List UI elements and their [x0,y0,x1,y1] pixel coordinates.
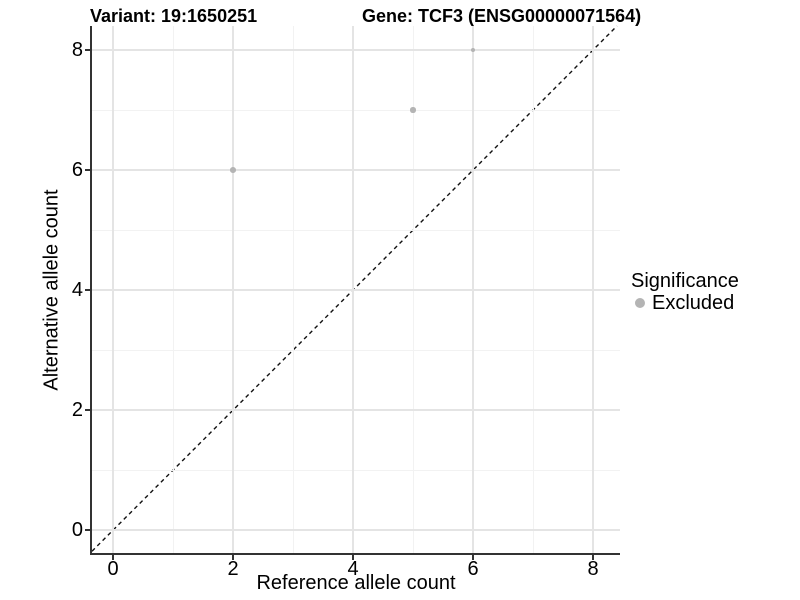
y-tick-label: 4 [71,278,83,301]
y-tick-label: 2 [71,398,83,421]
identity-dashed-line [91,25,618,552]
data-point [470,47,476,53]
y-major-gridline [92,409,620,411]
x-tick-label: 8 [587,558,599,580]
x-tick-mark [112,555,114,560]
y-minor-gridline [92,349,620,351]
y-tick-label: 0 [71,518,83,541]
x-tick-mark [592,555,594,560]
legend-title: Significance [631,270,739,292]
x-tick-mark [232,555,234,560]
x-tick-mark [352,555,354,560]
y-major-gridline [92,529,620,531]
y-axis-line [90,26,92,555]
y-tick-label: 6 [71,158,83,181]
legend: Significance Excluded [631,270,739,314]
x-tick-mark [472,555,474,560]
x-tick-label: 2 [227,558,239,580]
x-tick-label: 0 [107,558,119,580]
y-major-gridline [92,289,620,291]
y-minor-gridline [92,469,620,471]
plot-panel [91,25,620,553]
x-axis-title: Reference allele count [256,572,456,594]
data-point [410,107,416,113]
x-tick-label: 6 [467,558,479,580]
x-axis-line [90,553,620,555]
data-point [230,167,236,173]
y-tick-mark [85,289,90,291]
y-tick-label: 8 [71,38,83,61]
legend-entry: Excluded [631,292,739,314]
x-tick-label: 4 [347,558,359,580]
plot-title-variant: Variant: 19:1650251 [90,6,258,26]
y-minor-gridline [92,229,620,231]
legend-entry-label: Excluded [652,292,735,314]
y-tick-mark [85,409,90,411]
y-major-gridline [92,49,620,51]
y-tick-mark [85,529,90,531]
legend-key-dot [635,298,645,308]
y-tick-mark [85,169,90,171]
y-tick-mark [85,49,90,51]
plot-title-gene: Gene: TCF3 (ENSG00000071564) [362,6,642,26]
legend-entries: Excluded [631,292,739,314]
y-minor-gridline [92,109,620,111]
y-major-gridline [92,169,620,171]
